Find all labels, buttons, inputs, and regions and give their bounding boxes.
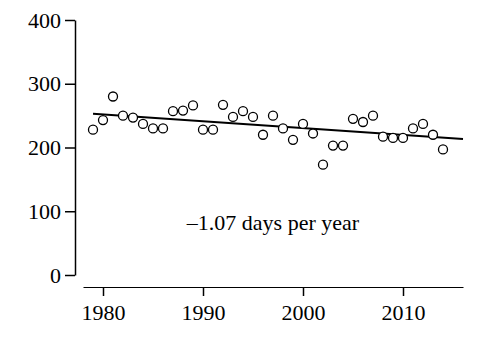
data-point [279,124,288,133]
chart: 0 100 200 300 400 1980 1990 2000 2010 –1.07 days … [0,0,500,350]
data-point [139,119,148,128]
data-point [339,141,348,150]
data-point [149,124,158,133]
x-tick-label: 2010 [382,300,426,325]
x-axis: 1980 1990 2000 2010 [82,287,464,325]
data-point [379,132,388,141]
annotation: –1.07 days per year [186,210,360,235]
data-point [209,125,218,134]
data-point [219,100,228,109]
x-tick-mark [403,287,405,296]
y-tick: 200 [28,135,75,160]
y-tick: 300 [28,71,75,96]
x-axis-line [84,287,464,288]
data-point [99,116,108,125]
x-tick-label: 2000 [282,300,326,325]
x-tick: 1980 [82,287,126,325]
data-point [159,124,168,133]
data-point [439,145,448,154]
data-point [249,112,258,121]
y-tick-label: 400 [28,8,61,33]
data-point [89,125,98,134]
data-point [309,129,318,138]
y-tick-mark [65,275,75,277]
data-point [269,111,278,120]
data-point [129,113,138,122]
x-tick-mark [103,287,105,296]
y-tick-mark [65,147,75,149]
plot-area [89,92,464,169]
data-point [259,130,268,139]
data-point [299,119,308,128]
x-tick-mark [303,287,305,296]
x-tick-mark [203,287,205,296]
x-tick-label: 1980 [82,300,126,325]
data-point [179,106,188,115]
data-point [429,130,438,139]
data-point [349,114,358,123]
data-point [119,111,128,120]
y-tick-mark [65,84,75,86]
y-tick-label: 100 [28,199,61,224]
data-point [329,141,338,150]
y-tick-label: 200 [28,135,61,160]
y-tick: 100 [28,199,75,224]
y-tick: 400 [28,8,75,33]
y-tick-label: 300 [28,71,61,96]
data-point [359,118,368,127]
data-point [199,125,208,134]
data-point [389,133,398,142]
data-point [319,160,328,169]
x-tick: 2010 [382,287,426,325]
x-tick: 1990 [182,287,226,325]
data-point [419,119,428,128]
trend-line [93,114,463,139]
x-tick: 2000 [282,287,326,325]
y-axis: 0 100 200 300 400 [28,8,76,288]
x-tick-label: 1990 [182,300,226,325]
y-tick-mark [65,211,75,213]
y-tick: 0 [50,263,75,288]
data-point [189,101,198,110]
data-point [169,107,178,116]
data-point [239,107,248,116]
data-point [399,133,408,142]
y-tick-label: 0 [50,263,61,288]
data-point [409,124,418,133]
data-point [229,112,238,121]
data-point [289,135,298,144]
data-point [369,111,378,120]
data-point [109,92,118,101]
y-tick-mark [65,20,75,22]
